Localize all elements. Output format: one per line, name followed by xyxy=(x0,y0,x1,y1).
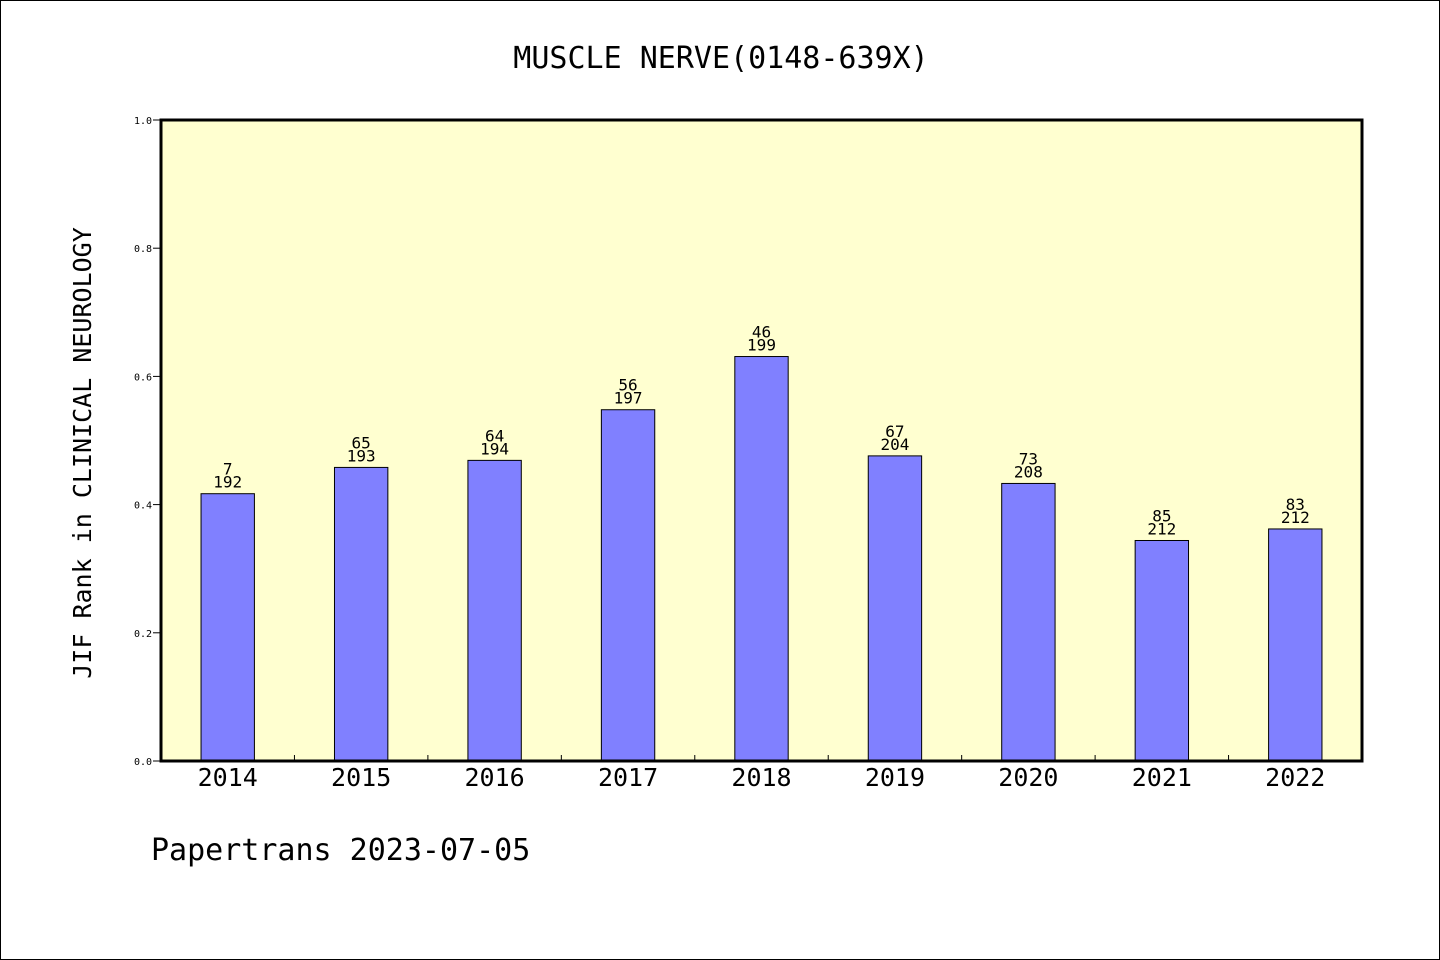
x-tick-label: 2015 xyxy=(331,763,391,792)
bar-2021 xyxy=(1134,539,1190,762)
bar-2016 xyxy=(467,459,522,762)
chart-title: MUSCLE NERVE(0148-639X) xyxy=(513,41,928,76)
x-tick-label: 2014 xyxy=(198,763,258,792)
y-tick-label: 0.6 xyxy=(134,372,152,383)
y-tick-label: 0.2 xyxy=(134,629,152,640)
bar-total-label: 193 xyxy=(347,446,376,465)
x-tick-label: 2019 xyxy=(865,763,925,792)
bar-rank-label: 85 xyxy=(1152,506,1171,525)
bars xyxy=(200,356,1323,762)
y-tick-label: 0.8 xyxy=(134,244,152,255)
bar-rank-label: 56 xyxy=(618,376,637,395)
x-tick-label: 2016 xyxy=(465,763,525,792)
y-tick-label: 1.0 xyxy=(134,116,152,127)
bar-rank-label: 64 xyxy=(485,426,504,445)
plot-border xyxy=(159,118,1364,763)
footer-credit: Papertrans 2023-07-05 xyxy=(151,833,531,868)
x-tick-label: 2021 xyxy=(1132,763,1192,792)
bar-total-label: 199 xyxy=(747,336,776,355)
bar-rank-label: 7 xyxy=(223,460,233,479)
bar-total-label: 208 xyxy=(1014,462,1043,481)
x-tick-label: 2020 xyxy=(998,763,1058,792)
bar-2019 xyxy=(867,455,923,762)
x-tick-label: 2018 xyxy=(731,763,791,792)
bar-2017 xyxy=(600,409,656,762)
bar-rank-label: 73 xyxy=(1019,449,1038,468)
bar-rank-label: 67 xyxy=(885,422,904,441)
y-tick-label: 0.4 xyxy=(134,501,152,512)
x-tick-label: 2017 xyxy=(598,763,658,792)
bar-2015 xyxy=(333,466,389,762)
y-tick-label: 0.0 xyxy=(134,757,152,768)
bar-total-label: 212 xyxy=(1147,519,1176,538)
bar-total-label: 194 xyxy=(480,439,509,458)
bar-total-label: 197 xyxy=(614,389,643,408)
y-axis-label: JIF Rank in CLINICAL NEUROLOGY xyxy=(68,227,97,679)
bar-total-label: 212 xyxy=(1281,508,1310,527)
bar-rank-label: 83 xyxy=(1286,495,1305,514)
bar-2014 xyxy=(200,493,255,762)
bar-2018 xyxy=(734,356,789,762)
bar-2022 xyxy=(1268,528,1323,762)
bar-total-label: 192 xyxy=(213,473,242,492)
bar-rank-label: 46 xyxy=(752,323,771,342)
x-tick-label: 2022 xyxy=(1265,763,1325,792)
bar-total-label: 204 xyxy=(880,435,909,454)
bar-2020 xyxy=(1001,482,1056,762)
bar-rank-label: 65 xyxy=(352,433,371,452)
